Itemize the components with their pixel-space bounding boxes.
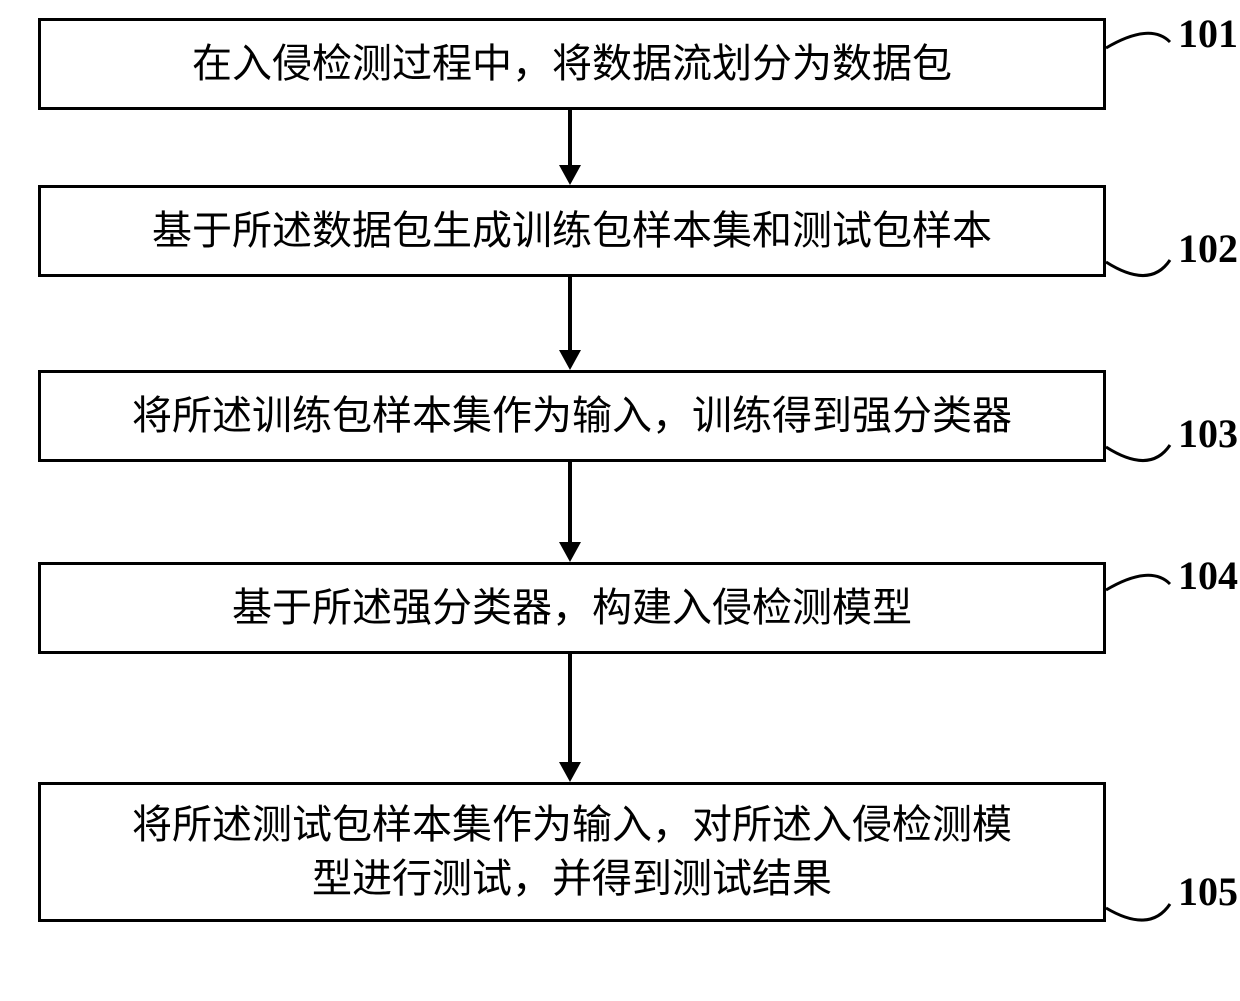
connector-105 (0, 0, 1240, 1001)
flowchart-canvas: 在入侵检测过程中，将数据流划分为数据包 基于所述数据包生成训练包样本集和测试包样… (0, 0, 1240, 1001)
